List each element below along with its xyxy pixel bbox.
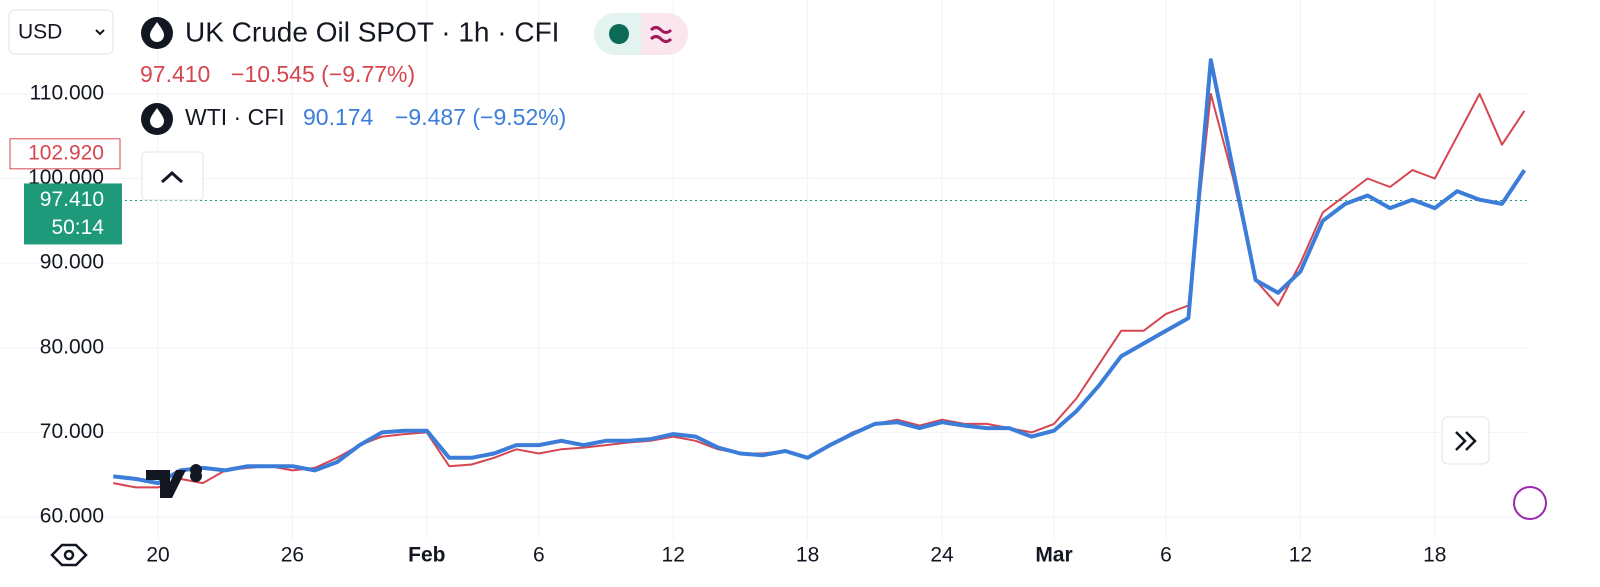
- y-tick-label: 100.000: [28, 166, 104, 189]
- alert-badge[interactable]: [1513, 486, 1547, 520]
- legend-last: 90.174: [303, 104, 374, 130]
- legend-last: 97.410: [140, 61, 210, 87]
- x-tick-label: 6: [533, 544, 545, 567]
- last-price-label: 97.410: [40, 188, 104, 211]
- currency[interactable]: USD: [18, 21, 62, 44]
- legend-change: −9.487 (−9.52%): [395, 104, 566, 130]
- logo: [146, 464, 202, 498]
- y-tick-label: 70.000: [40, 420, 104, 443]
- x-tick-label: 26: [281, 544, 304, 567]
- x-tick-label: 18: [796, 544, 819, 567]
- y-tick-label: 90.000: [40, 251, 104, 274]
- series-name: WTI · CFI: [185, 104, 285, 130]
- drop-icon: [150, 108, 164, 128]
- collapse-button[interactable]: [141, 151, 204, 201]
- settings-icon[interactable]: [50, 543, 88, 567]
- market-open-dot: [609, 24, 629, 44]
- x-tick-label: 12: [662, 544, 685, 567]
- y-tick-label: 110.000: [30, 81, 104, 104]
- countdown: 50:14: [51, 216, 104, 239]
- high-marker-box: [9, 138, 121, 170]
- series-line: [113, 92, 1526, 489]
- y-tick-label: 60.000: [40, 505, 104, 528]
- legend-change: −10.545 (−9.77%): [231, 61, 415, 87]
- series-line: [112, 58, 1527, 486]
- logo-dot: [190, 470, 202, 482]
- price-labels: 60.000 70.000 80.000 90.000 100.000 110.000 20…: [9, 81, 1446, 567]
- grid: [0, 0, 1528, 540]
- currency-select[interactable]: [8, 9, 114, 55]
- x-tick-label: 18: [1423, 544, 1446, 567]
- series-title: UK Crude Oil SPOT · 1h · CFI: [185, 16, 559, 47]
- x-tick-label: 20: [146, 544, 169, 567]
- chevron-up: [160, 170, 184, 184]
- last-price-box: [24, 183, 122, 245]
- status-pill-half: [641, 13, 688, 55]
- x-tick-label: Mar: [1035, 544, 1072, 567]
- x-tick-label: Feb: [408, 544, 445, 567]
- drop-icon: [150, 22, 164, 42]
- settings-icon-dot: [63, 549, 75, 561]
- x-tick-label: 6: [1160, 544, 1172, 567]
- plot: [112, 58, 1528, 489]
- approx-icon: [649, 26, 673, 43]
- y-tick-label: 80.000: [40, 335, 104, 358]
- double-chevron: [1455, 431, 1477, 451]
- dropdown-caret: [95, 29, 105, 36]
- high-marker-label: 102.920: [28, 141, 104, 164]
- x-tick-label: 12: [1289, 544, 1312, 567]
- x-tick-label: 24: [930, 544, 954, 567]
